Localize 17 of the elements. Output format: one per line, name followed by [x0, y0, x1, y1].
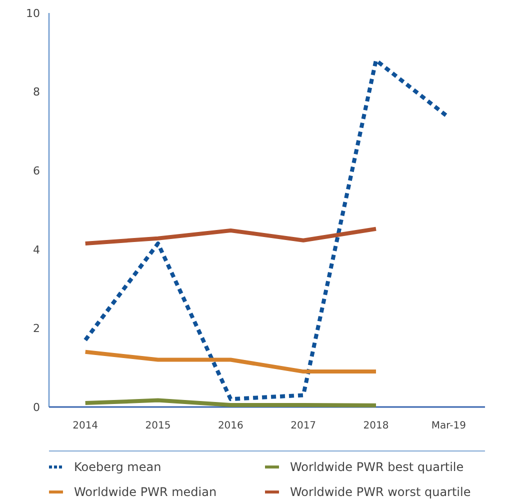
y-tick-label: 0 [33, 400, 40, 414]
legend-label: Worldwide PWR best quartile [290, 460, 464, 474]
x-tick-label: Mar-19 [431, 420, 466, 432]
legend-label: Koeberg mean [74, 460, 162, 474]
x-tick-label: 2014 [72, 420, 98, 432]
legend-label: Worldwide PWR median [74, 485, 217, 500]
legend-label: Worldwide PWR worst quartile [290, 485, 471, 500]
x-tick-label: 2015 [145, 420, 171, 432]
y-tick-label: 6 [33, 164, 40, 178]
x-tick-label: 2017 [290, 420, 316, 432]
x-tick-label: 2018 [363, 420, 389, 432]
y-tick-label: 2 [33, 322, 40, 336]
y-tick-label: 10 [26, 6, 40, 20]
line-series [83, 226, 378, 246]
x-tick-label: 2016 [218, 420, 244, 432]
y-tick-label: 4 [33, 243, 40, 256]
y-tick-label: 8 [33, 86, 40, 99]
